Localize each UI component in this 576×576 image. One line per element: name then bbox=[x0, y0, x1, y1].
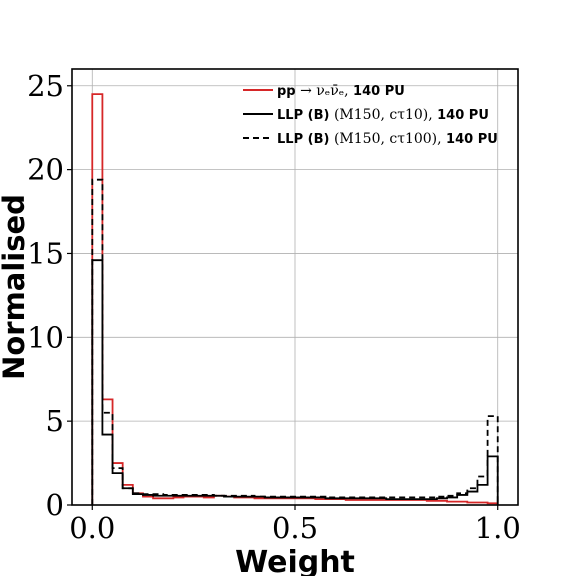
x-axis-title: Weight bbox=[235, 545, 355, 576]
y-tick-label-3: 15 bbox=[27, 236, 64, 270]
legend: pp → νₑν̄ₑ, 140 PU LLP (B) (M150, cτ10), … bbox=[243, 83, 498, 147]
x-tick-label-2: 1.0 bbox=[475, 511, 521, 545]
legend-label-0: pp → νₑν̄ₑ, 140 PU bbox=[277, 83, 405, 99]
y-axis-title: Normalised bbox=[0, 194, 31, 380]
legend-label-1: LLP (B) (M150, cτ10), 140 PU bbox=[277, 107, 489, 123]
x-tick-label-1: 0.5 bbox=[272, 511, 318, 545]
y-tick-label-5: 25 bbox=[27, 69, 64, 103]
ticks: 0.0 0.5 1.0 0 5 10 15 20 25 bbox=[27, 69, 521, 545]
y-tick-label-4: 20 bbox=[27, 153, 64, 187]
y-tick-label-0: 0 bbox=[46, 488, 64, 522]
x-tick-label-0: 0.0 bbox=[69, 511, 115, 545]
series-layer bbox=[91, 93, 499, 505]
y-tick-label-2: 10 bbox=[27, 320, 64, 354]
y-tick-label-1: 5 bbox=[46, 404, 64, 438]
series-2-histogram bbox=[91, 178, 499, 505]
legend-label-2: LLP (B) (M150, cτ100), 140 PU bbox=[277, 131, 498, 147]
